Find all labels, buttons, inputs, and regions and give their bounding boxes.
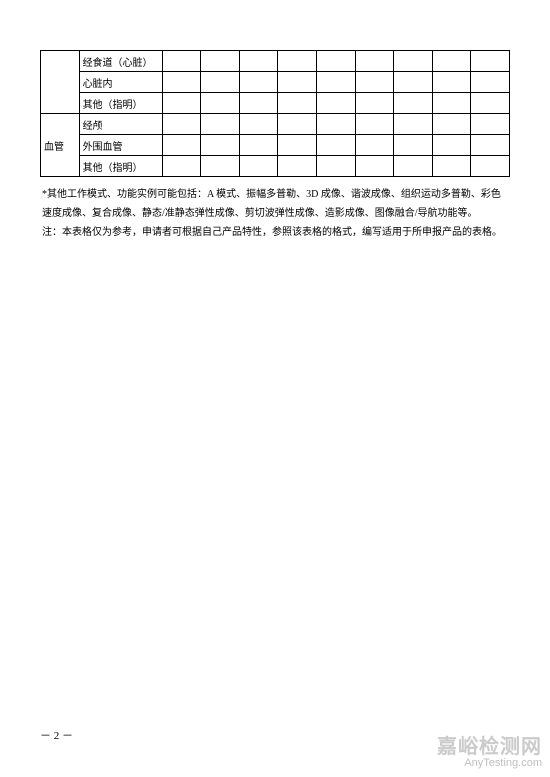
data-cell	[394, 156, 433, 177]
data-cell	[471, 156, 510, 177]
footnote-2: 注：本表格仅为参考，申请者可根据自己产品特性，参照该表格的格式，编写适用于所申报…	[42, 223, 508, 242]
data-cell	[394, 114, 433, 135]
data-cell	[355, 156, 394, 177]
data-cell	[394, 72, 433, 93]
data-cell	[201, 156, 240, 177]
footnotes: *其他工作模式、功能实例可能包括：A 模式、振幅多普勒、3D 成像、谐波成像、组…	[40, 185, 510, 242]
data-cell	[432, 156, 471, 177]
watermark-main: 嘉峪检测网	[437, 737, 542, 757]
data-cell	[355, 51, 394, 72]
data-cell	[278, 51, 317, 72]
data-cell	[201, 93, 240, 114]
table-row: 外围血管	[41, 135, 510, 156]
data-cell	[201, 51, 240, 72]
data-cell	[162, 51, 201, 72]
row-label: 其他（指明）	[79, 156, 162, 177]
data-cell	[162, 135, 201, 156]
data-cell	[162, 72, 201, 93]
data-cell	[278, 72, 317, 93]
table-row: 其他（指明）	[41, 156, 510, 177]
data-cell	[432, 93, 471, 114]
data-cell	[162, 114, 201, 135]
data-cell	[394, 51, 433, 72]
data-cell	[201, 135, 240, 156]
data-cell	[239, 72, 278, 93]
category-cell: 血管	[41, 114, 80, 177]
data-cell	[432, 72, 471, 93]
data-cell	[317, 51, 356, 72]
watermark: 嘉峪检测网 AnyTesting.com	[437, 737, 542, 769]
table-row: 心脏内	[41, 72, 510, 93]
data-cell	[162, 93, 201, 114]
data-cell	[394, 135, 433, 156]
data-cell	[239, 156, 278, 177]
data-cell	[278, 114, 317, 135]
row-label: 经食道（心脏）	[79, 51, 162, 72]
data-cell	[162, 156, 201, 177]
data-cell	[471, 135, 510, 156]
data-cell	[278, 93, 317, 114]
footnote-1: *其他工作模式、功能实例可能包括：A 模式、振幅多普勒、3D 成像、谐波成像、组…	[42, 185, 508, 223]
data-cell	[278, 156, 317, 177]
data-cell	[278, 135, 317, 156]
data-cell	[239, 93, 278, 114]
data-cell	[432, 51, 471, 72]
data-cell	[317, 72, 356, 93]
data-cell	[394, 93, 433, 114]
page-content: 经食道（心脏） 心脏内 其他（指明） 血管 经颅	[0, 0, 550, 282]
data-cell	[239, 51, 278, 72]
data-cell	[201, 114, 240, 135]
row-label: 外围血管	[79, 135, 162, 156]
data-cell	[471, 72, 510, 93]
data-cell	[239, 114, 278, 135]
data-cell	[317, 93, 356, 114]
row-label: 其他（指明）	[79, 93, 162, 114]
data-cell	[317, 114, 356, 135]
data-table: 经食道（心脏） 心脏内 其他（指明） 血管 经颅	[40, 50, 510, 177]
page-number: － 2 －	[40, 727, 73, 743]
data-cell	[317, 156, 356, 177]
data-cell	[471, 93, 510, 114]
table-row: 经食道（心脏）	[41, 51, 510, 72]
data-cell	[201, 72, 240, 93]
table-row: 血管 经颅	[41, 114, 510, 135]
data-cell	[355, 135, 394, 156]
data-cell	[471, 51, 510, 72]
category-cell-empty	[41, 51, 80, 114]
row-label: 经颅	[79, 114, 162, 135]
data-cell	[355, 114, 394, 135]
watermark-sub: AnyTesting.com	[437, 758, 542, 769]
data-cell	[355, 93, 394, 114]
data-cell	[355, 72, 394, 93]
table-row: 其他（指明）	[41, 93, 510, 114]
data-cell	[432, 114, 471, 135]
data-cell	[239, 135, 278, 156]
row-label: 心脏内	[79, 72, 162, 93]
data-cell	[432, 135, 471, 156]
data-cell	[471, 114, 510, 135]
data-cell	[317, 135, 356, 156]
